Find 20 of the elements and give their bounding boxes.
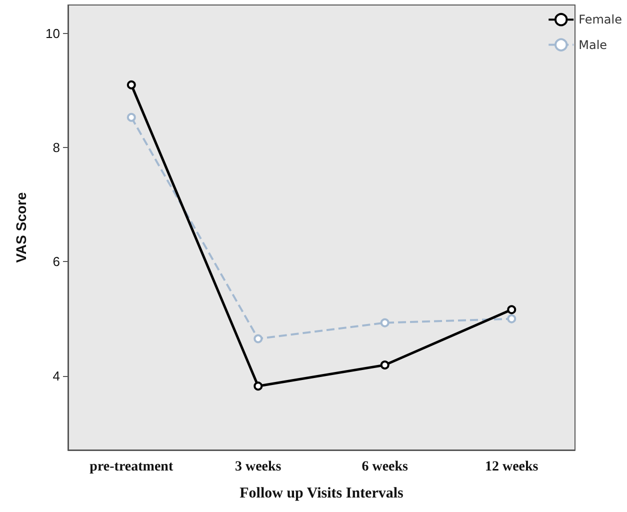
x-tick-label: 6 weeks [362,460,409,474]
point [507,305,516,314]
legend-label: Male [578,38,608,52]
y-axis-title: VAS Score [13,192,29,263]
legend-label: Female [578,12,622,27]
x-tick-label: 3 weeks [234,460,282,474]
x-axis-title: Follow up Visits Intervals [240,486,404,502]
y-tick-label: 10 [46,26,60,42]
point [380,318,390,328]
point [126,80,136,90]
y-tick-label: 8 [52,140,60,156]
point [507,314,516,324]
point [126,112,136,122]
y-tick-label: 6 [52,254,60,270]
y-tick-label: 4 [52,368,60,384]
point [254,334,263,344]
x-tick-label: pre-treatment [90,460,174,474]
point [254,382,263,391]
x-tick-label: 12 weeks [484,460,539,474]
point [380,360,390,370]
